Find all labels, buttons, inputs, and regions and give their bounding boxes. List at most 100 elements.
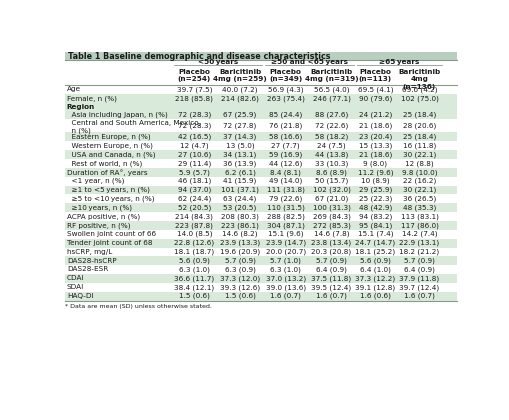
Text: 53 (20.5): 53 (20.5) [223, 205, 256, 211]
Text: 15.1 (7.4): 15.1 (7.4) [357, 231, 392, 237]
Text: 40.0 (7.2): 40.0 (7.2) [222, 86, 258, 93]
Text: 1.5 (0.6): 1.5 (0.6) [179, 293, 209, 299]
Text: 9 (8.0): 9 (8.0) [362, 160, 386, 167]
Bar [65, 60, 457, 68]
Text: 6.3 (1.0): 6.3 (1.0) [179, 266, 209, 273]
Bar [65, 230, 457, 239]
Text: 39.7 (12.4): 39.7 (12.4) [399, 284, 439, 291]
Text: 85 (24.4): 85 (24.4) [269, 111, 302, 118]
Text: 14.6 (8.2): 14.6 (8.2) [222, 231, 258, 237]
Text: 33 (10.3): 33 (10.3) [314, 160, 348, 167]
Text: 67 (25.9): 67 (25.9) [223, 111, 256, 118]
Text: 25 (22.3): 25 (22.3) [358, 196, 391, 202]
Text: 272 (85.3): 272 (85.3) [312, 222, 350, 228]
Text: 95 (84.1): 95 (84.1) [358, 222, 391, 228]
Text: 25 (18.4): 25 (18.4) [402, 111, 435, 118]
Text: 30 (22.1): 30 (22.1) [402, 187, 435, 193]
Text: 21 (18.6): 21 (18.6) [358, 122, 391, 129]
Text: 72 (27.8): 72 (27.8) [223, 122, 256, 129]
Text: Table 1 Baseline demographic and disease characteristics: Table 1 Baseline demographic and disease… [68, 52, 329, 60]
Text: 37.0 (13.2): 37.0 (13.2) [265, 275, 305, 282]
Text: 223 (86.1): 223 (86.1) [221, 222, 259, 228]
Text: 10 (8.9): 10 (8.9) [360, 178, 389, 184]
Text: 223 (87.8): 223 (87.8) [175, 222, 213, 228]
Text: HAQ-DI: HAQ-DI [67, 293, 93, 299]
Text: ≥10 years, n (%): ≥10 years, n (%) [67, 205, 132, 211]
Text: * Data are mean (SD) unless otherwise stated.: * Data are mean (SD) unless otherwise st… [65, 304, 212, 309]
Text: DAS28-hsCRP: DAS28-hsCRP [67, 257, 116, 263]
Text: 49 (14.0): 49 (14.0) [269, 178, 302, 184]
Text: 58 (18.2): 58 (18.2) [314, 134, 348, 140]
Text: 8.4 (8.1): 8.4 (8.1) [270, 169, 301, 176]
Text: 72 (28.3): 72 (28.3) [177, 122, 211, 129]
Bar [65, 168, 457, 177]
Text: 52 (20.5): 52 (20.5) [177, 205, 211, 211]
Bar [65, 292, 457, 301]
Bar [65, 52, 457, 60]
Text: 62 (24.4): 62 (24.4) [177, 196, 211, 202]
Text: 15.1 (9.6): 15.1 (9.6) [268, 231, 303, 237]
Text: 28 (20.6): 28 (20.6) [402, 122, 435, 129]
Text: 94 (37.0): 94 (37.0) [177, 187, 211, 193]
Text: 41 (15.9): 41 (15.9) [223, 178, 256, 184]
Text: 19.6 (20.9): 19.6 (20.9) [219, 249, 260, 255]
Text: Duration of RA°, years: Duration of RA°, years [67, 169, 147, 176]
Text: 5.9 (5.7): 5.9 (5.7) [179, 169, 209, 176]
Text: 304 (87.1): 304 (87.1) [266, 222, 304, 228]
Text: 23.8 (13.4): 23.8 (13.4) [311, 240, 351, 247]
Bar [65, 203, 457, 212]
Text: 1.6 (0.6): 1.6 (0.6) [359, 293, 390, 299]
Text: ≥50 and <65 years: ≥50 and <65 years [270, 59, 347, 66]
Text: 37.9 (11.8): 37.9 (11.8) [399, 275, 439, 282]
Text: 29 (11.4): 29 (11.4) [177, 160, 211, 167]
Text: ≥5 to <10 years, n (%): ≥5 to <10 years, n (%) [67, 196, 154, 202]
Text: 5.7 (1.0): 5.7 (1.0) [270, 257, 301, 264]
Text: Baricitinib
4mg (n=319): Baricitinib 4mg (n=319) [304, 69, 358, 82]
Text: 18.2 (21.2): 18.2 (21.2) [399, 249, 439, 255]
Text: 12 (8.8): 12 (8.8) [404, 160, 433, 167]
Text: DAS28-ESR: DAS28-ESR [67, 266, 108, 273]
Bar [65, 194, 457, 203]
Text: 24 (21.2): 24 (21.2) [358, 111, 391, 118]
Bar [65, 221, 457, 230]
Text: 5.7 (0.9): 5.7 (0.9) [224, 257, 255, 264]
Text: 69.5 (4.1): 69.5 (4.1) [357, 86, 392, 93]
Text: 6.3 (1.0): 6.3 (1.0) [270, 266, 301, 273]
Bar [65, 274, 457, 283]
Text: 34 (13.1): 34 (13.1) [223, 151, 256, 158]
Text: Eastern Europe, n (%): Eastern Europe, n (%) [67, 134, 150, 140]
Text: hsCRP, mg/L: hsCRP, mg/L [67, 249, 112, 255]
Text: Baricitinib
4mg (n=259): Baricitinib 4mg (n=259) [213, 69, 266, 82]
Text: ≥65 years: ≥65 years [378, 59, 419, 66]
Text: 36 (13.9): 36 (13.9) [223, 160, 256, 167]
Text: USA and Canada, n (%): USA and Canada, n (%) [67, 151, 155, 158]
Text: 14.2 (7.4): 14.2 (7.4) [401, 231, 436, 237]
Text: 100 (31.3): 100 (31.3) [312, 205, 350, 211]
Text: 218 (85.8): 218 (85.8) [175, 95, 213, 102]
Text: 23 (20.4): 23 (20.4) [358, 134, 391, 140]
Bar [65, 103, 457, 110]
Bar [65, 119, 457, 132]
Bar [65, 247, 457, 256]
Text: 214 (84.3): 214 (84.3) [175, 213, 213, 220]
Text: 22 (16.2): 22 (16.2) [402, 178, 435, 184]
Text: 39.0 (13.6): 39.0 (13.6) [265, 284, 305, 291]
Text: 69.6 (4.2): 69.6 (4.2) [401, 86, 436, 93]
Bar [65, 239, 457, 247]
Text: 22.8 (12.6): 22.8 (12.6) [174, 240, 214, 247]
Text: 94 (83.2): 94 (83.2) [358, 213, 391, 220]
Text: 59 (16.9): 59 (16.9) [269, 151, 302, 158]
Text: 30 (22.1): 30 (22.1) [402, 151, 435, 158]
Text: CDAI: CDAI [67, 275, 84, 281]
Bar [65, 159, 457, 168]
Bar [65, 68, 457, 85]
Text: Baricitinib
4mg
(n=136): Baricitinib 4mg (n=136) [398, 69, 440, 90]
Text: 56.5 (4.0): 56.5 (4.0) [313, 86, 349, 93]
Text: SDAI: SDAI [67, 284, 84, 290]
Text: 76 (21.8): 76 (21.8) [269, 122, 302, 129]
Bar [65, 150, 457, 159]
Text: 5.7 (0.9): 5.7 (0.9) [403, 257, 434, 264]
Text: 67 (21.0): 67 (21.0) [314, 196, 348, 202]
Text: 1.6 (0.7): 1.6 (0.7) [316, 293, 346, 299]
Text: 21 (18.6): 21 (18.6) [358, 151, 391, 158]
